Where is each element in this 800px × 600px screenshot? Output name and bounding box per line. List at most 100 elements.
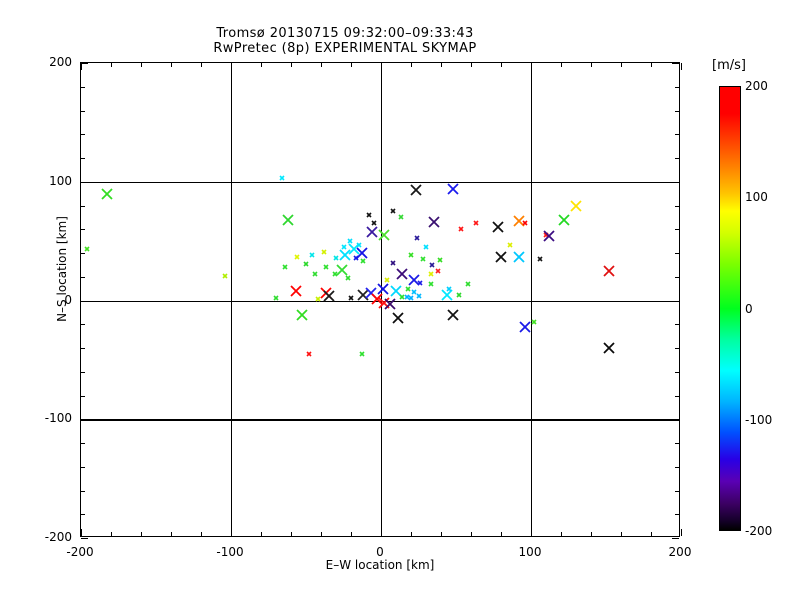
- y-tick-right: [675, 253, 679, 254]
- scatter-point: [370, 219, 378, 227]
- x-tick-bottom: [111, 532, 112, 536]
- x-tick-top: [201, 63, 202, 67]
- scatter-point: [302, 260, 310, 268]
- gridline-horizontal: [81, 300, 679, 302]
- scatter-point: [427, 215, 441, 229]
- scatter-point: [542, 229, 556, 243]
- scatter-point: [320, 248, 328, 256]
- x-tick-bottom: [291, 532, 292, 536]
- y-tick-right: [672, 419, 679, 421]
- scatter-point: [410, 288, 418, 296]
- scatter-point: [377, 296, 391, 310]
- scatter-point: [413, 234, 421, 242]
- title-line-2: RwPretec (8p) EXPERIMENTAL SKYMAP: [213, 41, 477, 56]
- scatter-point: [602, 264, 616, 278]
- scatter-point: [377, 228, 391, 242]
- scatter-point: [506, 241, 514, 249]
- scatter-point: [569, 199, 583, 213]
- y-tick-right: [675, 466, 679, 468]
- colorbar-tick-label: -100: [745, 412, 773, 427]
- scatter-point: [389, 284, 403, 298]
- y-tick-right: [675, 443, 679, 444]
- scatter-point: [383, 276, 391, 284]
- x-tick-top: [111, 63, 112, 67]
- y-tick-left: [81, 63, 88, 64]
- scatter-point: [446, 182, 460, 196]
- scatter-point: [365, 211, 373, 219]
- x-tick-bottom: [141, 532, 142, 536]
- scatter-point: [457, 225, 465, 233]
- x-tick-bottom: [81, 529, 82, 536]
- x-tick-top: [441, 63, 442, 67]
- x-tick-top: [171, 63, 172, 67]
- y-tick-right: [675, 205, 679, 207]
- scatter-point: [464, 280, 472, 288]
- scatter-point: [365, 225, 379, 239]
- scatter-point: [322, 263, 330, 271]
- y-tick-left: [81, 229, 85, 231]
- x-tick-top: [591, 63, 592, 67]
- y-axis-label: N–S location [km]: [55, 216, 69, 322]
- scatter-point: [376, 282, 390, 296]
- scatter-point: [512, 250, 526, 264]
- x-tick-top: [141, 63, 142, 67]
- y-tick-left: [81, 205, 85, 207]
- y-tick-left: [81, 276, 85, 278]
- y-tick-left: [81, 300, 88, 302]
- y-tick-right: [675, 324, 679, 326]
- x-tick-top: [381, 63, 382, 70]
- y-tick-right: [675, 395, 679, 397]
- x-tick-top: [81, 63, 82, 70]
- scatter-point: [356, 288, 370, 302]
- y-tick-right: [675, 276, 679, 278]
- scatter-point: [536, 255, 544, 263]
- x-tick-top: [471, 63, 472, 67]
- y-tick-left: [81, 86, 85, 88]
- scatter-point: [491, 220, 505, 234]
- y-tick-right: [675, 86, 679, 88]
- scatter-point: [602, 341, 616, 355]
- scatter-point: [352, 254, 360, 262]
- scatter-point: [557, 213, 571, 227]
- scatter-point: [340, 243, 348, 251]
- colorbar-tick-label: -200: [745, 524, 773, 538]
- y-tick-left: [81, 158, 85, 159]
- x-tick-label: 0: [376, 545, 384, 559]
- scatter-point: [440, 288, 454, 302]
- scatter-point: [344, 274, 352, 282]
- scatter-point: [364, 286, 378, 300]
- y-tick-left: [81, 514, 85, 516]
- colorbar-tick-label: 200: [745, 79, 768, 93]
- x-tick-bottom: [261, 532, 262, 536]
- x-tick-bottom: [201, 532, 202, 536]
- scatter-point: [434, 267, 442, 275]
- x-tick-bottom: [321, 532, 322, 536]
- x-tick-bottom: [681, 529, 682, 536]
- scatter-point: [407, 251, 415, 259]
- scatter-point: [347, 242, 361, 256]
- y-tick-right: [675, 371, 679, 373]
- scatter-point: [383, 297, 397, 311]
- colorbar-tick-label: 100: [745, 190, 768, 205]
- x-tick-bottom: [651, 532, 652, 536]
- y-tick-label: 200: [49, 55, 72, 69]
- chart-title: Tromsø 20130715 09:32:00–09:33:43 RwPret…: [0, 26, 690, 56]
- gridline-vertical: [381, 63, 383, 536]
- gridline-horizontal: [81, 181, 679, 184]
- scatter-point: [472, 219, 480, 227]
- scatter-point: [346, 237, 354, 245]
- y-tick-left: [81, 324, 85, 326]
- scatter-point: [100, 187, 114, 201]
- scatter-point: [311, 270, 319, 278]
- scatter-point: [293, 253, 301, 261]
- colorbar-gradient: [719, 86, 741, 531]
- x-tick-top: [411, 63, 412, 67]
- y-tick-right: [675, 158, 679, 159]
- y-tick-left: [81, 443, 85, 444]
- scatter-point: [542, 231, 550, 239]
- x-tick-top: [561, 63, 562, 67]
- x-tick-top: [291, 63, 292, 67]
- scatter-point: [319, 286, 333, 300]
- x-axis-label: E–W location [km]: [325, 558, 435, 572]
- scatter-point: [389, 259, 397, 267]
